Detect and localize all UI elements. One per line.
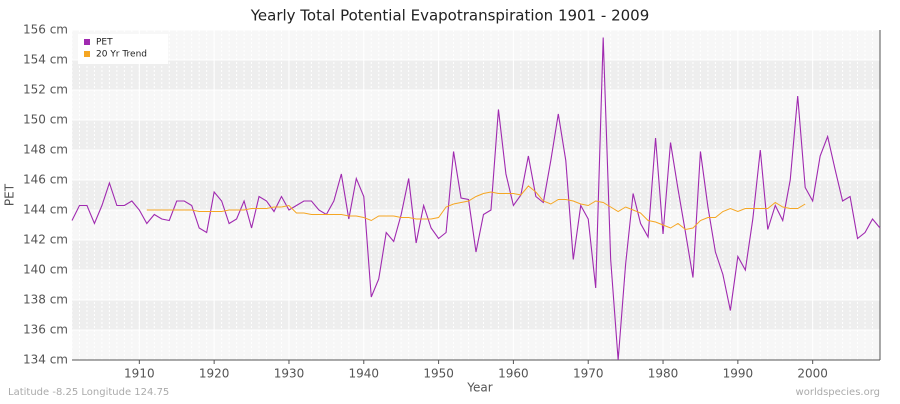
x-tick-label: 1970 <box>573 367 604 381</box>
legend-label: PET <box>96 38 113 48</box>
x-tick-label: 1930 <box>274 367 305 381</box>
x-tick-label: 1920 <box>199 367 230 381</box>
x-tick-label: 1910 <box>124 367 155 381</box>
x-tick-label: 1980 <box>648 367 679 381</box>
legend-swatch <box>84 39 90 45</box>
y-tick-label: 138 cm <box>23 293 68 307</box>
x-tick-label: 1960 <box>498 367 529 381</box>
data-line <box>146 185 806 231</box>
x-tick-label: 1990 <box>723 367 754 381</box>
y-tick-label: 146 cm <box>23 173 68 187</box>
y-tick-label: 140 cm <box>23 263 68 277</box>
y-axis-label: PET <box>3 183 17 206</box>
y-tick-label: 152 cm <box>23 83 68 97</box>
data-line <box>71 37 881 361</box>
x-axis-label: Year <box>466 381 492 395</box>
y-tick-label: 156 cm <box>23 23 68 37</box>
x-tick-label: 1950 <box>423 367 454 381</box>
chart-title: Yearly Total Potential Evapotranspiratio… <box>250 7 650 25</box>
y-tick-label: 136 cm <box>23 323 68 337</box>
x-tick-label: 2000 <box>797 367 828 381</box>
legend-box <box>78 34 168 64</box>
y-tick-label: 142 cm <box>23 233 68 247</box>
x-tick-label: 1940 <box>349 367 380 381</box>
y-tick-label: 154 cm <box>23 53 68 67</box>
y-tick-label: 144 cm <box>23 203 68 217</box>
y-tick-label: 150 cm <box>23 113 68 127</box>
footer-left: Latitude -8.25 Longitude 124.75 <box>8 387 169 398</box>
footer-right: worldspecies.org <box>796 387 880 398</box>
y-tick-label: 148 cm <box>23 143 68 157</box>
legend-swatch <box>84 51 90 57</box>
legend-label: 20 Yr Trend <box>96 50 147 60</box>
y-tick-label: 134 cm <box>23 353 68 367</box>
